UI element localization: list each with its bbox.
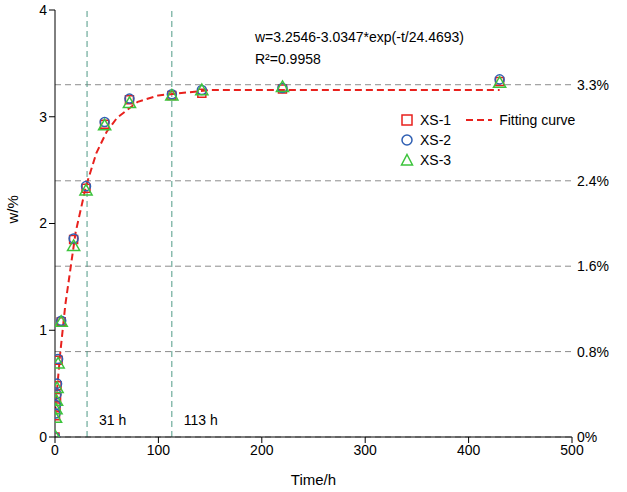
svg-text:w/%: w/% bbox=[4, 195, 21, 224]
svg-text:0%: 0% bbox=[577, 429, 597, 445]
svg-text:300: 300 bbox=[354, 442, 378, 458]
svg-text:113 h: 113 h bbox=[184, 412, 218, 428]
svg-text:3.3%: 3.3% bbox=[577, 77, 609, 93]
svg-text:0: 0 bbox=[39, 429, 47, 445]
svg-text:0.8%: 0.8% bbox=[577, 344, 609, 360]
svg-text:4: 4 bbox=[39, 2, 47, 18]
svg-text:500: 500 bbox=[560, 441, 584, 458]
html-text:Fitting curve: Fitting curve bbox=[499, 112, 576, 128]
svg-text:2.4%: 2.4% bbox=[577, 173, 609, 189]
svg-text:1.6%: 1.6% bbox=[577, 258, 609, 274]
svg-text:200: 200 bbox=[250, 442, 274, 458]
html-text:XS-1: XS-1 bbox=[420, 112, 452, 128]
svg-text:100: 100 bbox=[147, 442, 171, 458]
svg-text:2: 2 bbox=[39, 215, 47, 231]
svg-text:Time/h: Time/h bbox=[291, 471, 336, 488]
html-text:XS-2: XS-2 bbox=[420, 132, 452, 148]
html-text:XS-3: XS-3 bbox=[420, 152, 452, 168]
svg-text:1: 1 bbox=[39, 322, 47, 338]
html-text:R²=0.9958: R²=0.9958 bbox=[255, 51, 321, 67]
svg-text:400: 400 bbox=[457, 442, 481, 458]
svg-text:31 h: 31 h bbox=[99, 412, 126, 428]
svg-text:0: 0 bbox=[51, 442, 59, 458]
svg-text:3: 3 bbox=[39, 109, 47, 125]
html-text:w=3.2546-3.0347*exp(-t/24.4693: w=3.2546-3.0347*exp(-t/24.4693) bbox=[255, 29, 464, 45]
